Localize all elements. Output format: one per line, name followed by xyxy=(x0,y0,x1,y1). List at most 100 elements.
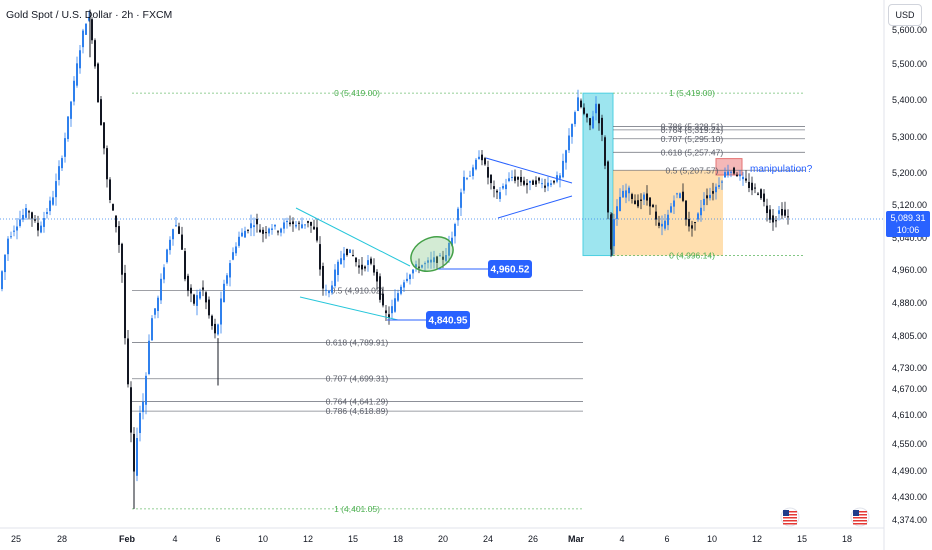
fibonacci-levels: 0 (5,419.00) 0.5 (4,910.02) 0.618 (4,789.9… xyxy=(132,88,805,514)
price-tick-label: 4,880.00 xyxy=(892,298,927,308)
candle-body xyxy=(1,271,3,290)
candle-body xyxy=(370,258,372,264)
candle-body xyxy=(361,264,363,270)
candle-body xyxy=(487,167,489,178)
candle-body xyxy=(97,63,99,103)
candle-body xyxy=(529,180,531,183)
candle-body xyxy=(265,232,267,234)
candle-body xyxy=(481,154,483,161)
candle-body xyxy=(445,255,447,262)
candle-body xyxy=(583,107,585,114)
candle-body xyxy=(319,244,321,270)
time-tick-label: 6 xyxy=(664,534,669,544)
candle-body xyxy=(760,189,762,199)
candle-body xyxy=(736,174,738,177)
candle-body xyxy=(409,274,411,280)
candle-body xyxy=(46,211,48,214)
candle-body xyxy=(427,260,429,263)
candle-body xyxy=(484,158,486,165)
candle-body xyxy=(49,200,51,212)
fib-right-label: 1 (5,419.00) xyxy=(669,88,715,98)
time-tick-label: 15 xyxy=(348,534,358,544)
price-tick-label: 5,500.00 xyxy=(892,59,927,69)
price-tick-label: 4,430.00 xyxy=(892,492,927,502)
fib-left-label: 0.707 (4,699.31) xyxy=(326,374,389,384)
candle-body xyxy=(271,228,273,230)
candle-body xyxy=(55,181,57,198)
candle-body xyxy=(226,275,228,284)
candle-body xyxy=(577,97,579,112)
candle-body xyxy=(733,167,735,174)
candle-body xyxy=(34,219,36,221)
candle-body xyxy=(241,232,243,237)
candle-body xyxy=(37,222,39,231)
candle-body xyxy=(232,252,234,260)
candle-body xyxy=(145,375,147,405)
candle-body xyxy=(112,204,114,211)
candle-body xyxy=(247,229,249,231)
candle-body xyxy=(784,209,786,216)
candle-body xyxy=(703,198,705,206)
candle-body xyxy=(106,148,108,180)
candle-body xyxy=(343,253,345,261)
candle-body xyxy=(757,193,759,195)
candle-body xyxy=(253,225,255,228)
candle-body xyxy=(40,225,42,233)
candle-body xyxy=(403,282,405,288)
currency-button[interactable]: USD xyxy=(888,4,922,26)
candle-body xyxy=(781,209,783,216)
us-flag-stripe xyxy=(783,520,797,522)
candle-body xyxy=(469,175,471,177)
candle-body xyxy=(640,199,642,201)
candle-body xyxy=(502,185,504,189)
candle-body xyxy=(775,220,777,222)
candle-body xyxy=(451,237,453,246)
candle-body xyxy=(199,291,201,299)
candle-body xyxy=(406,278,408,281)
candle-body xyxy=(82,30,84,48)
candle-body xyxy=(91,19,93,41)
time-tick-label: 28 xyxy=(57,534,67,544)
candle-body xyxy=(163,267,165,280)
us-flag-stripe xyxy=(853,511,867,513)
price-axis[interactable]: 5,600.00 5,500.00 5,400.00 5,300.00 5,200.00… xyxy=(883,0,930,550)
candle-body xyxy=(511,176,513,178)
price-tick-label: 4,490.00 xyxy=(892,466,927,476)
candle-body xyxy=(709,194,711,199)
candle-body xyxy=(616,206,618,219)
candle-body xyxy=(28,211,30,213)
candle-body xyxy=(175,225,177,227)
price-tick-label: 4,805.00 xyxy=(892,331,927,341)
candle-body xyxy=(727,171,729,176)
candle-body xyxy=(601,117,603,135)
candle-body xyxy=(625,190,627,198)
candle-body xyxy=(313,226,315,230)
candle-body xyxy=(172,229,174,240)
candle-body xyxy=(778,210,780,214)
candle-body xyxy=(10,236,12,238)
candle-body xyxy=(193,294,195,304)
candle-body xyxy=(460,192,462,208)
candle-body xyxy=(619,196,621,212)
us-flag-canton xyxy=(783,510,789,516)
candle-body xyxy=(310,221,312,226)
wedge-lower-line xyxy=(299,296,399,321)
candle-body xyxy=(673,200,675,207)
candle-body xyxy=(598,104,600,124)
last-price-text: 5,089.31 xyxy=(890,213,925,223)
candle-body xyxy=(718,185,720,187)
candle-body xyxy=(88,17,90,21)
candle-body xyxy=(349,249,351,253)
candle-body xyxy=(157,297,159,312)
candle-body xyxy=(382,293,384,306)
candle-body xyxy=(400,286,402,294)
candle-body xyxy=(415,264,417,268)
candle-body xyxy=(13,230,15,232)
candle-body xyxy=(181,234,183,250)
candle-body xyxy=(394,298,396,312)
fib-right-label: 0.5 (5,207.57) xyxy=(666,165,719,175)
candle-body xyxy=(478,156,480,160)
us-flag-stripe xyxy=(853,514,867,516)
time-axis[interactable]: 25 28 Feb 4 6 10 12 15 18 20 24 26 Mar 4 6 10 12 15 18 xyxy=(0,527,884,544)
